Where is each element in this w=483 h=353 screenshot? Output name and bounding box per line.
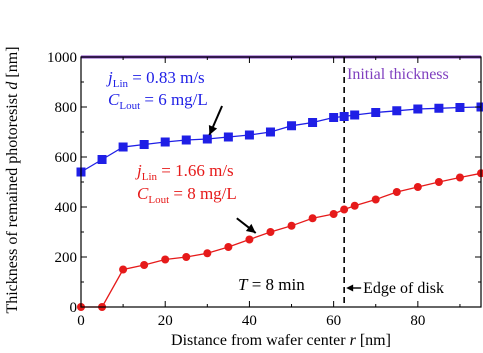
series-2-point xyxy=(455,173,464,182)
series-1-velocity-label: jLin = 0.83 m/s xyxy=(106,68,205,90)
series-2-point xyxy=(340,205,349,214)
y-tick-label: 800 xyxy=(55,100,78,116)
series-2-point xyxy=(477,169,483,178)
edge-of-disk-label: Edge of disk xyxy=(363,280,444,297)
x-tick-label: 60 xyxy=(326,313,341,329)
series-1-point xyxy=(202,134,212,144)
series-2-point xyxy=(119,265,128,274)
series-2-point xyxy=(350,201,359,210)
series-2-point xyxy=(287,221,296,230)
series-2-point xyxy=(413,183,422,191)
series-2-point xyxy=(224,243,233,251)
series-1-point xyxy=(308,118,318,127)
series-2-point xyxy=(182,253,191,261)
x-tick-label: 80 xyxy=(410,313,425,329)
series-1-point xyxy=(350,110,360,120)
series-1-point xyxy=(139,140,149,149)
x-tick-label: 40 xyxy=(242,313,257,329)
series-2-velocity-label: jLin = 1.66 m/s xyxy=(135,161,234,183)
series-2-point xyxy=(161,255,170,264)
series-1-point xyxy=(223,132,233,142)
series-1-point xyxy=(329,113,339,122)
series-1-point xyxy=(392,106,402,116)
series-2-point xyxy=(371,195,380,204)
initial-thickness-label: Initial thickness xyxy=(347,66,449,83)
series-2-point xyxy=(434,178,443,186)
x-tick-label: 0 xyxy=(77,313,85,329)
series-2-point xyxy=(140,261,149,269)
series-2-arrow-head xyxy=(245,223,256,233)
series-1-point xyxy=(287,121,297,131)
x-tick-label: 20 xyxy=(158,313,173,329)
series-1-point xyxy=(118,142,128,152)
series-2-point xyxy=(203,249,212,258)
series-1-point xyxy=(371,108,381,117)
series-2-point xyxy=(308,214,317,223)
series-2-point xyxy=(329,210,338,218)
y-tick-label: 0 xyxy=(70,300,78,316)
series-2-point xyxy=(266,228,275,236)
series-1-point xyxy=(244,130,254,140)
series-1-point xyxy=(97,155,107,164)
series-1-point xyxy=(455,103,465,112)
series-1-point xyxy=(339,112,349,121)
y-tick-label: 400 xyxy=(55,200,78,216)
series-1-point xyxy=(265,127,275,137)
series-2-concentration-label: CLout = 8 mg/L xyxy=(137,184,237,206)
y-axis-label: Thickness of remained photoresist d [nm] xyxy=(4,46,21,313)
series-1-point xyxy=(434,103,444,113)
y-tick-label: 600 xyxy=(55,150,78,166)
series-1-point xyxy=(160,137,170,147)
time-label: T = 8 min xyxy=(238,275,305,294)
series-1-point xyxy=(181,135,191,145)
y-tick-label: 200 xyxy=(55,250,78,266)
y-tick-label: 1000 xyxy=(47,50,77,66)
series-1-arrow-head xyxy=(208,124,218,135)
edge-of-disk-arrow-head xyxy=(346,284,354,292)
series-1-point xyxy=(413,104,423,114)
x-axis-label: Distance from wafer center r [nm] xyxy=(171,332,391,349)
series-2-point xyxy=(245,235,254,244)
series-2-point xyxy=(392,188,401,196)
series-1-concentration-label: CLout = 6 mg/L xyxy=(108,90,208,112)
